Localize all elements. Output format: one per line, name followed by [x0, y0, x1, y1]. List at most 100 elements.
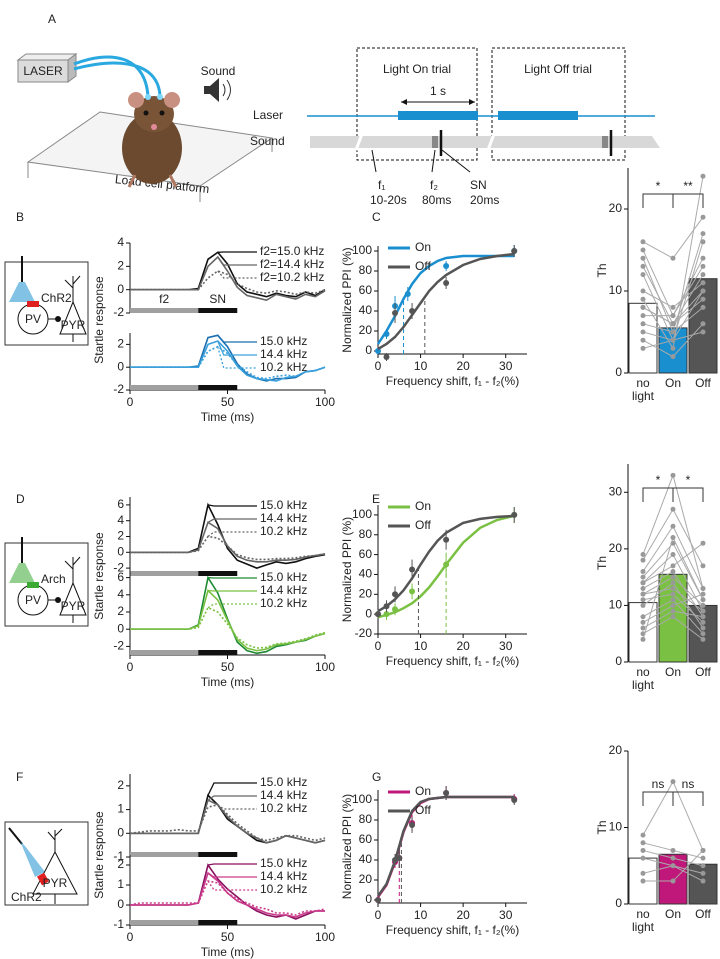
stimulus-label: f2	[159, 292, 169, 306]
x-axis-label: Frequency shift, f₁ - f₂(%)	[386, 923, 519, 937]
significance-bracket	[672, 193, 704, 208]
y-tick-label: 100	[352, 792, 372, 806]
subject-point	[670, 855, 676, 861]
y-tick-label: 4	[117, 587, 124, 601]
subject-point	[640, 329, 646, 335]
data-point	[409, 822, 416, 828]
subject-point	[700, 563, 706, 569]
y-axis-label: Startle response	[92, 276, 106, 364]
y-tick-label: 0	[117, 825, 124, 839]
subject-point	[640, 878, 646, 884]
x-tick-label-box: no light	[632, 377, 654, 403]
subject-point	[700, 296, 706, 302]
series-label: 14.4 kHz	[260, 511, 307, 525]
subject-point	[700, 636, 706, 642]
y-tick-label: 60	[359, 832, 373, 846]
subject-point	[700, 597, 706, 603]
x-tick-label: 0	[127, 660, 134, 674]
legend-label: On	[415, 240, 431, 254]
x-tick-label: On	[664, 908, 681, 921]
y-tick-label: 6	[117, 570, 124, 584]
x-tick-label-box: no light	[631, 666, 654, 692]
y-tick-label: 2	[117, 529, 124, 543]
x-tick-label: 0	[127, 395, 134, 409]
x-tick-label: 0	[375, 908, 382, 922]
laser-on	[498, 111, 578, 120]
subject-point	[640, 625, 646, 631]
series-label: 15.0 kHz	[260, 334, 307, 348]
y-tick-label: 0	[117, 544, 124, 558]
subject-point	[670, 354, 676, 360]
stimulus-bar	[198, 571, 238, 576]
leader	[207, 518, 257, 523]
y-tick-label: 10	[609, 820, 623, 834]
subject-point	[670, 321, 676, 327]
y-tick-label: 80	[359, 263, 373, 277]
x-tick-label: 0	[375, 639, 382, 653]
subject-point	[670, 863, 676, 869]
trace	[130, 345, 326, 380]
trace	[130, 798, 326, 844]
subject-point	[640, 263, 646, 269]
series-label: f2=10.2 kHz	[260, 270, 324, 284]
opsin	[27, 301, 39, 307]
light-cone	[9, 282, 35, 302]
trace	[130, 606, 326, 649]
stimulus-bar	[198, 920, 238, 925]
mouse-ear	[164, 92, 180, 108]
f1-time: 10-20s	[370, 193, 407, 207]
y-tick-label: 0	[615, 896, 622, 910]
leader	[217, 270, 257, 279]
opsin-label: ChR2	[41, 291, 72, 305]
x-tick-label: no light	[631, 666, 654, 692]
x-tick-label: 0	[127, 930, 134, 944]
trace	[129, 880, 326, 916]
subject-point	[700, 863, 706, 869]
series-label: 14.4 kHz	[260, 583, 307, 597]
x-axis-label: Time (ms)	[201, 945, 255, 959]
x-tick-label: 20	[456, 639, 470, 653]
fiber	[73, 61, 162, 97]
subject-point	[640, 832, 646, 838]
sound-band	[310, 136, 660, 148]
y-tick-label: 20	[359, 323, 373, 337]
y-tick-label: -2	[113, 305, 124, 319]
x-tick-label-box: Off	[695, 666, 711, 679]
panel-label: E	[372, 492, 380, 506]
stimulus-bar	[198, 385, 238, 390]
x-tick-label: 30	[499, 359, 513, 373]
y-tick-label: 0	[117, 359, 124, 373]
subject-point	[670, 591, 676, 597]
significance-label: ns	[682, 777, 695, 791]
y-tick-label: 0	[117, 897, 124, 911]
x-tick-label: 0	[375, 359, 382, 373]
subject-point	[640, 239, 646, 245]
subject-point	[670, 255, 676, 261]
data-point	[375, 611, 381, 618]
subject-point	[700, 231, 706, 237]
opsin-label: ChR2	[11, 890, 42, 904]
subject-point	[640, 272, 646, 278]
subject-point	[670, 574, 676, 580]
y-axis-label: Th	[595, 820, 609, 834]
stimulus-bar	[130, 308, 199, 313]
data-point	[383, 331, 390, 337]
light-cone	[20, 841, 45, 877]
x-tick-label: 50	[221, 660, 235, 674]
significance-label: *	[656, 473, 661, 487]
y-tick-label: -2	[113, 382, 124, 396]
series-label: 10.2 kHz	[260, 524, 307, 538]
y-tick-label: 1	[117, 802, 124, 816]
subject-point	[700, 591, 706, 597]
y-tick-label: -2	[113, 639, 124, 653]
significance-label: **	[683, 179, 693, 193]
legend-label: Off	[415, 518, 431, 532]
leader	[217, 804, 257, 810]
x-tick-label: 10	[414, 639, 428, 653]
opsin-label: Arch	[41, 572, 66, 586]
x-tick-label: Off	[695, 908, 711, 921]
x-tick-label: 20	[456, 359, 470, 373]
x-tick-label: 20	[456, 908, 470, 922]
series-label: 15.0 kHz	[260, 570, 307, 584]
